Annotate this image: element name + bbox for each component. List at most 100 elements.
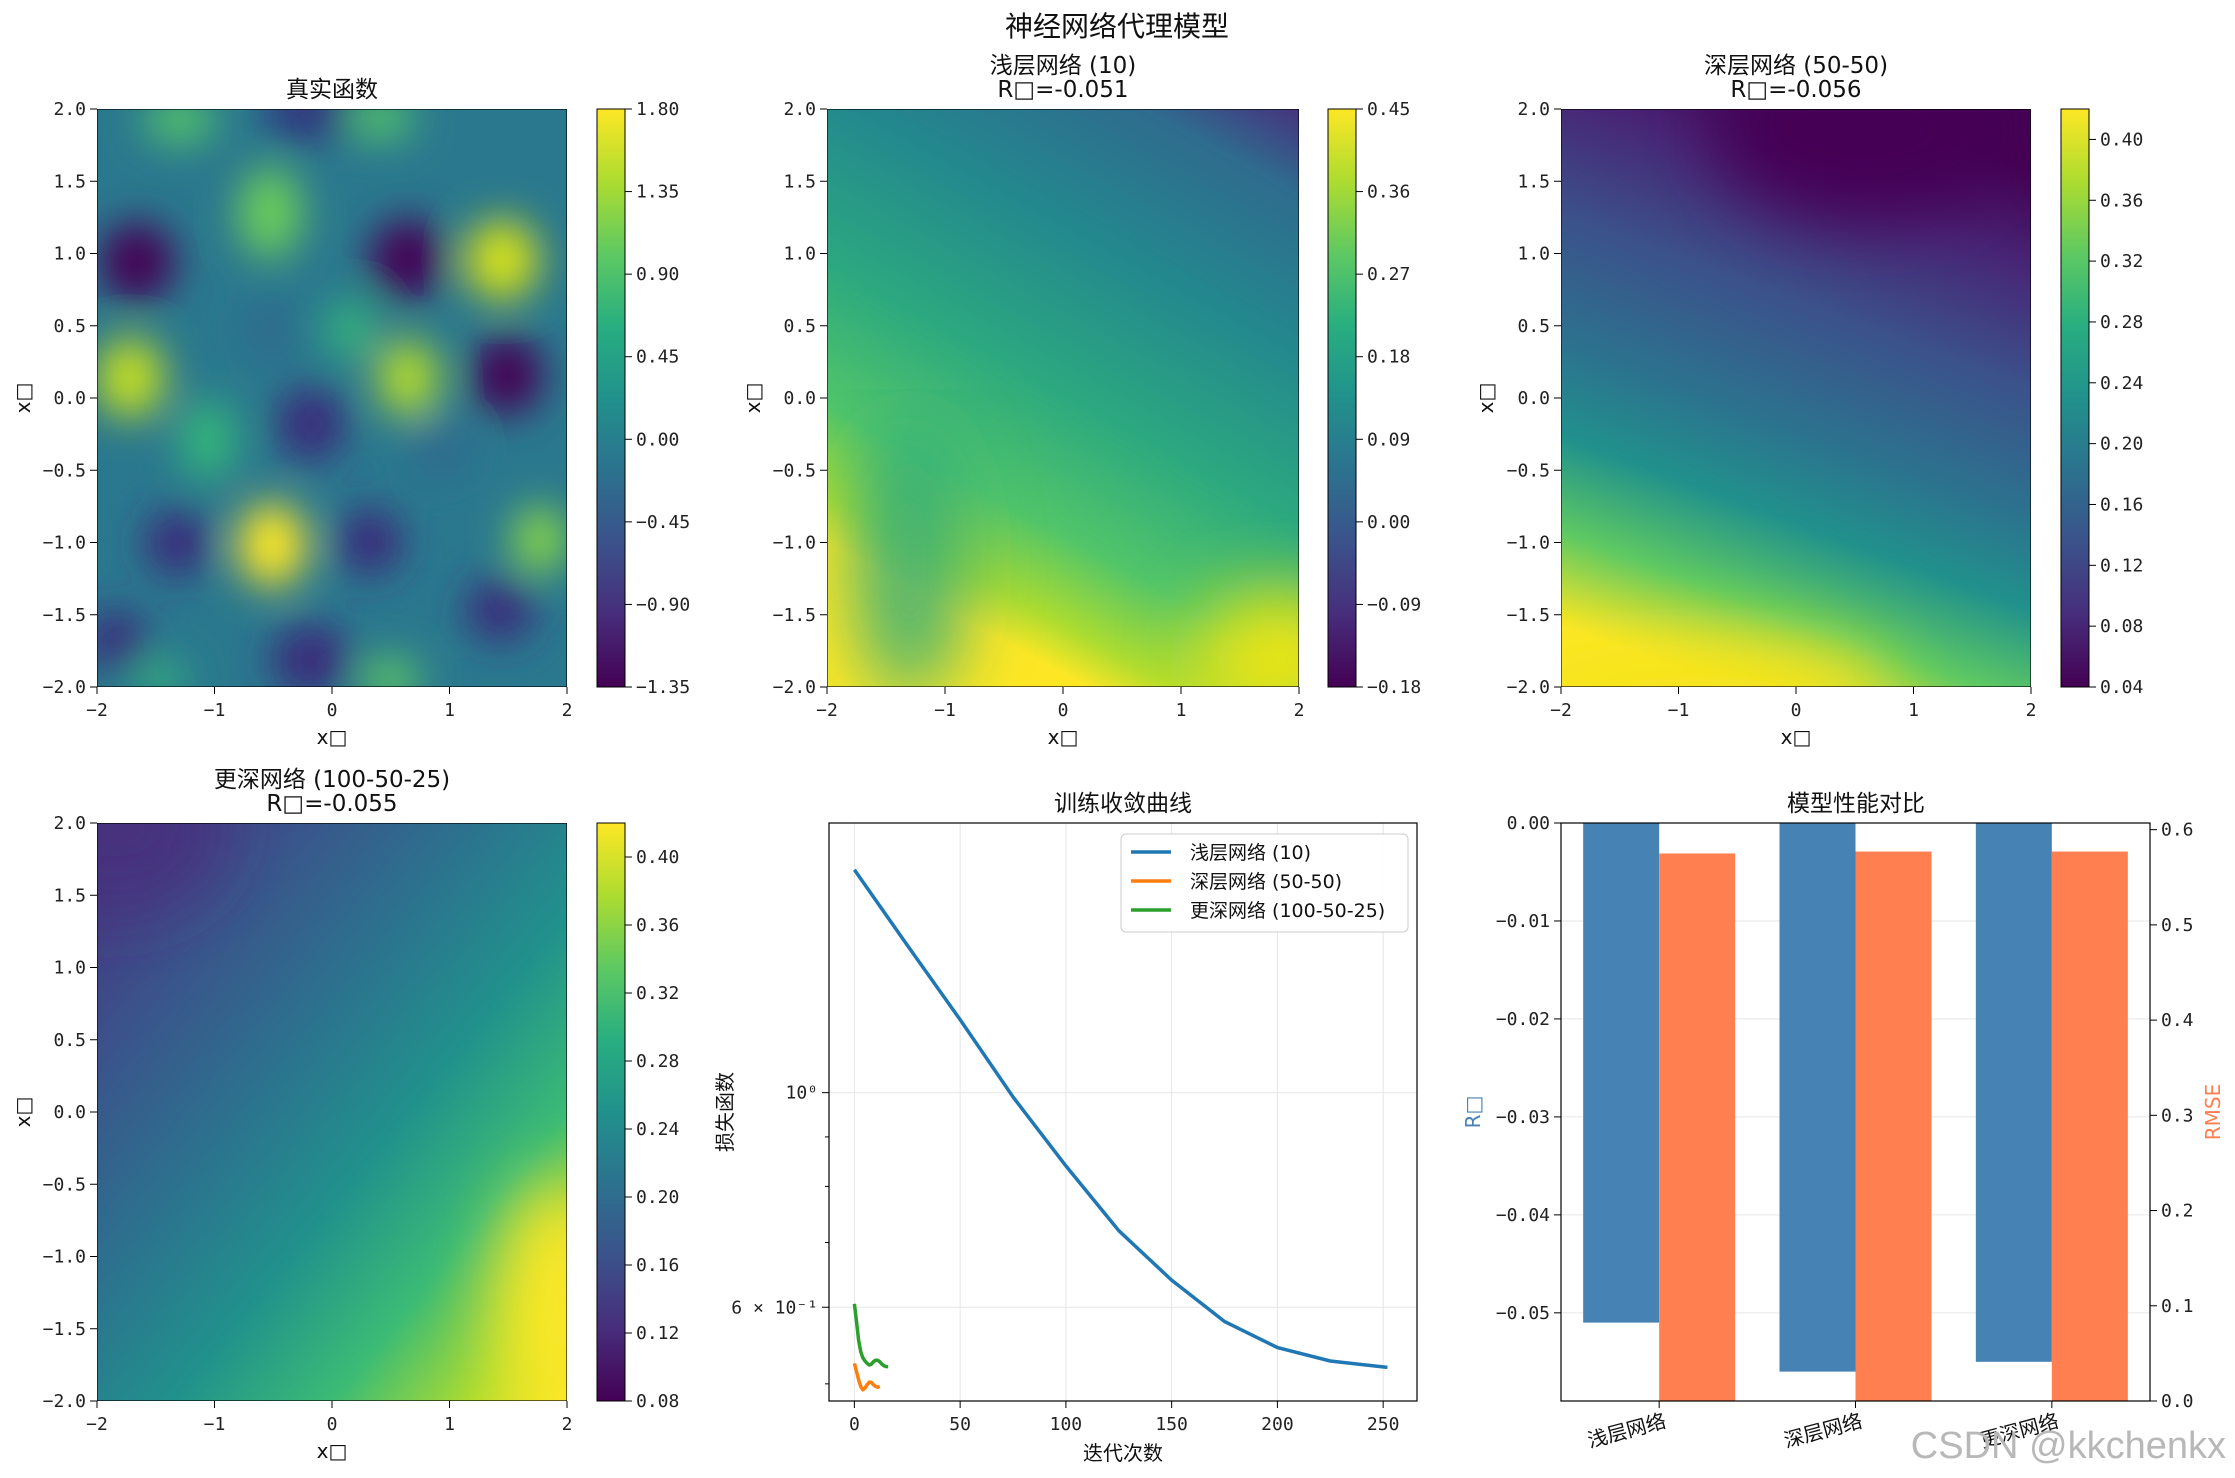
series-lines <box>852 868 1388 1392</box>
y-tick-label: −0.5 <box>773 460 816 481</box>
colorbar-tick-label: 0.12 <box>2100 555 2143 576</box>
x-tick-label: −2 <box>86 700 108 721</box>
panel-title: 深层网络 (50-50) <box>1704 53 1888 79</box>
y-tick-label: −0.5 <box>1507 460 1550 481</box>
y-axis-label: x□ <box>1474 383 1498 414</box>
y-tick-label: 1.5 <box>53 171 86 192</box>
y-tick-label: 1.0 <box>783 244 816 265</box>
y-tick-label-left: −0.02 <box>1496 1009 1550 1030</box>
colorbar-tick-label: 0.20 <box>636 1187 679 1208</box>
colorbar: 0.04 0.08 0.12 0.16 0.20 0.24 0.28 0.32 0.36 0.40 <box>2060 108 2143 698</box>
y-tick-label-left: −0.04 <box>1496 1205 1550 1226</box>
x-tick-label: 2 <box>1294 700 1305 721</box>
panel-title: 训练收敛曲线 <box>1054 791 1192 817</box>
x-tick-label: −2 <box>1550 700 1572 721</box>
figure-suptitle: 神经网络代理模型 <box>1005 10 1229 43</box>
colorbar-tick-label: 0.24 <box>2100 373 2143 394</box>
x-tick-label: 0 <box>1791 700 1802 721</box>
x-axis-label: x□ <box>1048 725 1079 749</box>
colorbar-tick-label: 0.28 <box>2100 312 2143 333</box>
colorbar-tick-label: 0.08 <box>2100 616 2143 637</box>
colorbar-tick-label: 0.27 <box>1367 264 1410 285</box>
x-tick-label: 浅层网络 <box>1585 1409 1668 1453</box>
y-tick-label-left: −0.01 <box>1496 911 1550 932</box>
y-tick-label: 1.5 <box>1517 171 1550 192</box>
colorbar-tick-label: −0.09 <box>1367 594 1421 615</box>
y-tick-label: 2.0 <box>53 99 86 120</box>
bar-r2 <box>1583 823 1660 1323</box>
y-tick-label: −1.5 <box>773 605 816 626</box>
legend: 浅层网络 (10) 深层网络 (50-50) 更深网络 (100-50-25) <box>1120 833 1409 933</box>
colorbar-tick-label: 0.45 <box>1367 99 1410 120</box>
colorbar-tick-label: −1.35 <box>636 677 690 698</box>
colorbar-tick-label: 0.32 <box>636 983 679 1004</box>
panel-true-function: 真实函数 <box>11 77 690 749</box>
y-tick-label: −1.5 <box>43 605 86 626</box>
x-tick-label: 2 <box>562 700 573 721</box>
y-tick-label: 2.0 <box>783 99 816 120</box>
x-tick-label: −2 <box>816 700 838 721</box>
y-tick-label-right: 0.1 <box>2161 1296 2194 1317</box>
panel-title: 浅层网络 (10) <box>990 53 1137 79</box>
legend-label: 更深网络 (100-50-25) <box>1190 900 1385 922</box>
y-tick-label: −1.5 <box>1507 605 1550 626</box>
x-tick-label: −1 <box>204 1414 226 1435</box>
panel-subtitle: R□=-0.056 <box>1730 77 1861 103</box>
y-tick-label: −2.0 <box>1507 677 1550 698</box>
colorbar-tick-label: 0.08 <box>636 1391 679 1412</box>
bar-r2 <box>1975 823 2052 1362</box>
colorbar-tick-label: 0.00 <box>1367 512 1410 533</box>
legend-label: 浅层网络 (10) <box>1190 842 1311 864</box>
colorbar-tick-label: 0.16 <box>636 1255 679 1276</box>
x-tick-label: 200 <box>1261 1414 1294 1435</box>
contour-plot <box>97 109 567 687</box>
x-axis: −2 −1 0 1 2 x□ <box>816 687 1304 749</box>
colorbar-tick-label: 0.20 <box>2100 434 2143 455</box>
colorbar-tick-label: 0.04 <box>2100 677 2143 698</box>
colorbar: 0.08 0.12 0.16 0.20 0.24 0.28 0.32 0.36 0.40 <box>596 822 679 1412</box>
y-tick-label: −1.5 <box>43 1319 86 1340</box>
bars <box>1583 823 2128 1401</box>
watermark: CSDN @kkchenkx <box>1911 1425 2226 1467</box>
x-axis-label: x□ <box>317 725 348 749</box>
y-tick-label: 10⁰ <box>785 1083 818 1104</box>
y-axis-label-left: R□ <box>1461 1096 1485 1129</box>
colorbar-tick-label: 0.12 <box>636 1323 679 1344</box>
y-tick-label: 1.5 <box>53 885 86 906</box>
x-axis: −2 −1 0 1 2 x□ <box>1550 687 2036 749</box>
y-axis-label: x□ <box>741 383 765 414</box>
colorbar-tick-label: 0.16 <box>2100 494 2143 515</box>
y-tick-label: 1.0 <box>53 958 86 979</box>
y-tick-label: 0.5 <box>1517 316 1550 337</box>
y-axis-label: 损失函数 <box>713 1072 737 1152</box>
x-axis-label: x□ <box>1781 725 1812 749</box>
colorbar-tick-label: 0.36 <box>636 915 679 936</box>
colorbar-tick-label: 0.09 <box>1367 429 1410 450</box>
bar-rmse <box>1855 851 1932 1401</box>
y-axis: −2.0 −1.5 −1.0 −0.5 0.0 0.5 1.0 1.5 2.0 x□ <box>11 99 97 698</box>
series-line-0 <box>852 868 1388 1370</box>
colorbar: −0.18 −0.09 0.00 0.09 0.18 0.27 0.36 0.45 <box>1327 99 1421 698</box>
x-tick-label: 1 <box>444 700 455 721</box>
x-axis: −2 −1 0 1 2 x□ <box>86 1401 572 1463</box>
x-tick-label: 1 <box>1176 700 1187 721</box>
y-tick-label: −2.0 <box>43 1391 86 1412</box>
colorbar-tick-label: 0.36 <box>1367 182 1410 203</box>
panel-deep-network: 深层网络 (50-50) R□=-0.056 −2 −1 0 1 2 x□ −2… <box>1474 53 2143 749</box>
y-tick-label: −2.0 <box>43 677 86 698</box>
colorbar-tick-label: −0.18 <box>1367 677 1421 698</box>
contour-plot <box>827 109 1299 687</box>
panel-performance-comparison: 模型性能对比 −0.05 −0.04 −0.03 −0.02 −0.01 0.00 0.0 0… <box>1461 791 2225 1453</box>
contour-plot <box>1561 109 2031 687</box>
y-tick-label: −2.0 <box>773 677 816 698</box>
colorbar-tick-label: −0.90 <box>636 594 690 615</box>
x-tick-label: −1 <box>204 700 226 721</box>
y-tick-label: 0.5 <box>53 316 86 337</box>
y-tick-label: −1.0 <box>1507 533 1550 554</box>
series-line-1 <box>852 1362 881 1392</box>
y-tick-label-left: −0.05 <box>1496 1303 1550 1324</box>
y-tick-label: 2.0 <box>53 813 86 834</box>
colorbar-tick-label: 0.45 <box>636 347 679 368</box>
y-tick-label-right: 0.6 <box>2161 820 2194 841</box>
y-tick-label-right: 0.0 <box>2161 1391 2194 1412</box>
